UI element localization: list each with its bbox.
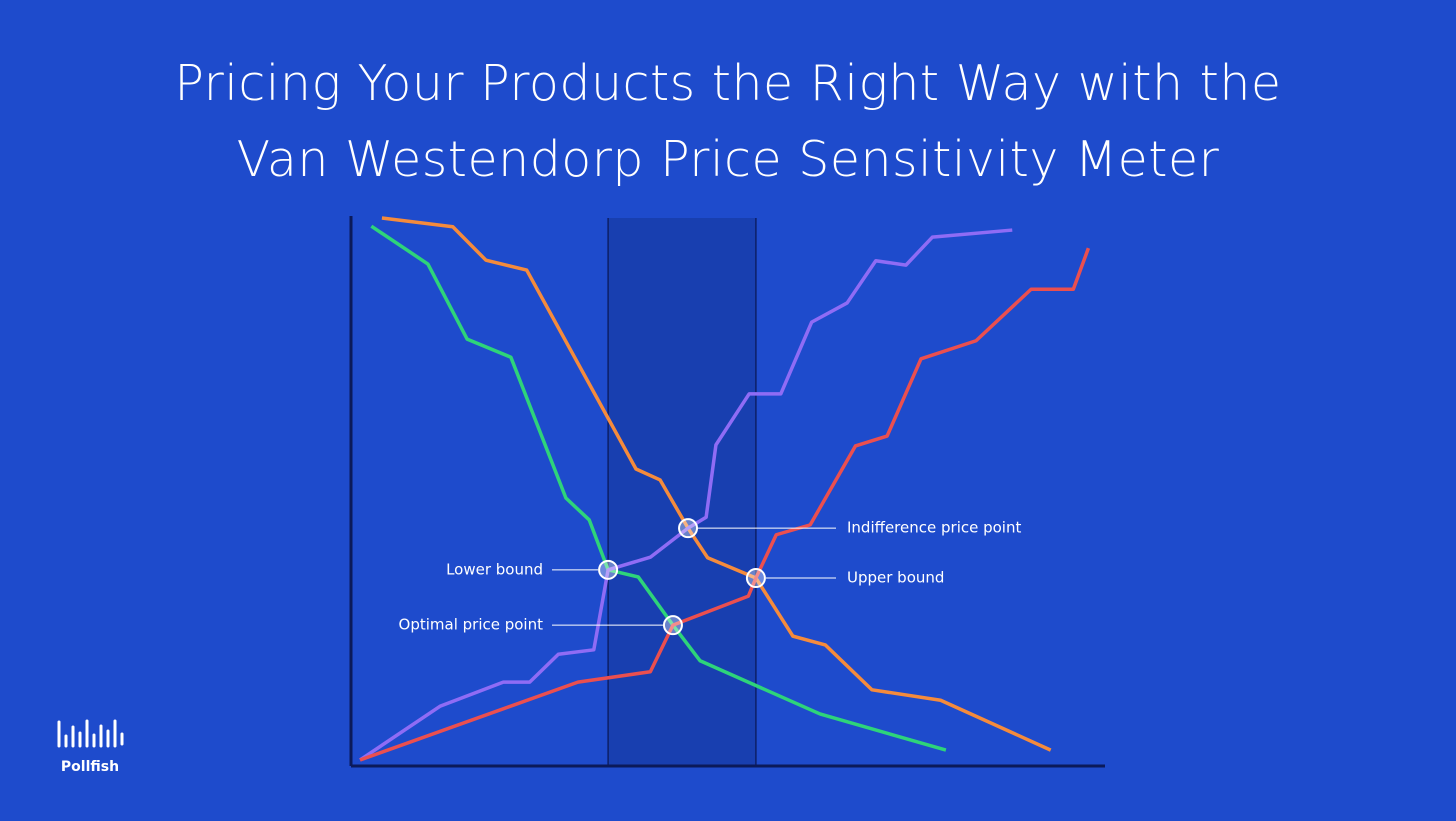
series-line xyxy=(359,228,1013,762)
annotation-label: Optimal price point xyxy=(399,616,544,634)
series-line xyxy=(359,247,1091,762)
intersection-marker xyxy=(745,568,766,589)
annotation-label: Indifference price point xyxy=(847,519,1021,537)
logo-icon xyxy=(57,719,124,748)
chart-title: Pricing Your Products the Right Way with… xyxy=(174,55,1282,188)
intersection-marker xyxy=(662,615,683,636)
range-band xyxy=(608,218,756,766)
intersection-marker xyxy=(598,559,619,580)
series-line xyxy=(370,224,947,752)
intersection-marker xyxy=(678,518,699,539)
annotation-label: Upper bound xyxy=(847,569,944,587)
series-line xyxy=(381,216,1052,752)
logo-text: Pollfish xyxy=(61,759,119,775)
annotation-label: Lower bound xyxy=(446,560,543,578)
